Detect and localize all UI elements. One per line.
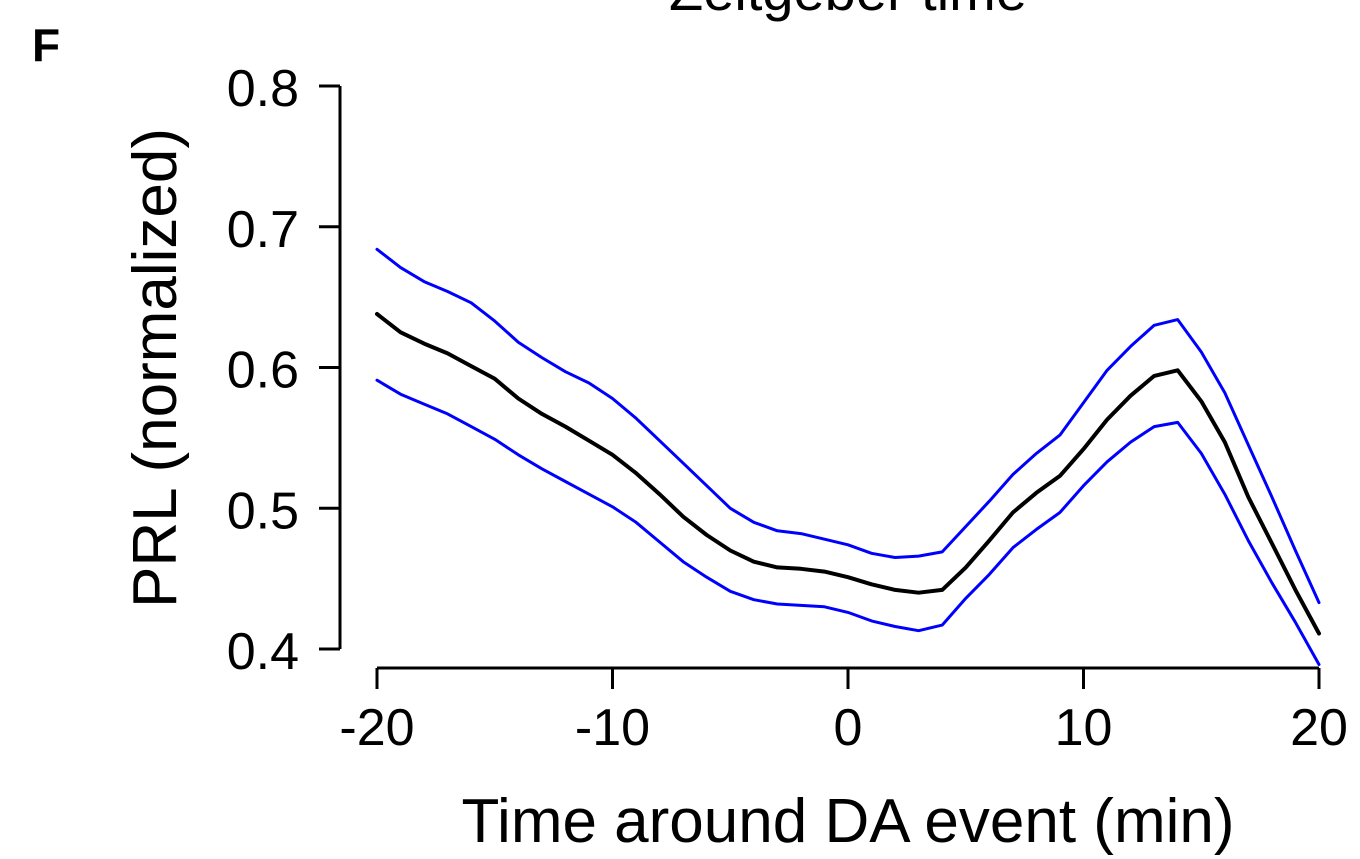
y-tick-label: 0.5 [227, 482, 299, 540]
top-cut-title: Zeitgeber time [669, 0, 1027, 22]
y-axis-label: PRL (normalized) [121, 128, 190, 608]
upper-line [375, 247, 1321, 605]
y-tick-label: 0.4 [227, 623, 299, 681]
x-axis-ticks: -20 -10 0 10 20 [339, 668, 1348, 757]
y-tick-label: 0.8 [227, 60, 299, 118]
x-tick-label: 0 [834, 699, 863, 757]
x-tick-label: 20 [1290, 699, 1348, 757]
panel-letter: F [32, 19, 60, 71]
x-tick-label: -10 [575, 699, 650, 757]
y-tick-label: 0.7 [227, 201, 299, 259]
lower-line [375, 378, 1321, 666]
mean-line [375, 312, 1321, 636]
y-axis-ticks: 0.4 0.5 0.6 0.7 0.8 [227, 60, 340, 681]
x-tick-label: 10 [1055, 699, 1113, 757]
x-tick-label: -20 [339, 699, 414, 757]
x-axis-label: Time around DA event (min) [461, 787, 1234, 856]
series-layer [375, 247, 1321, 666]
y-tick-label: 0.6 [227, 342, 299, 400]
